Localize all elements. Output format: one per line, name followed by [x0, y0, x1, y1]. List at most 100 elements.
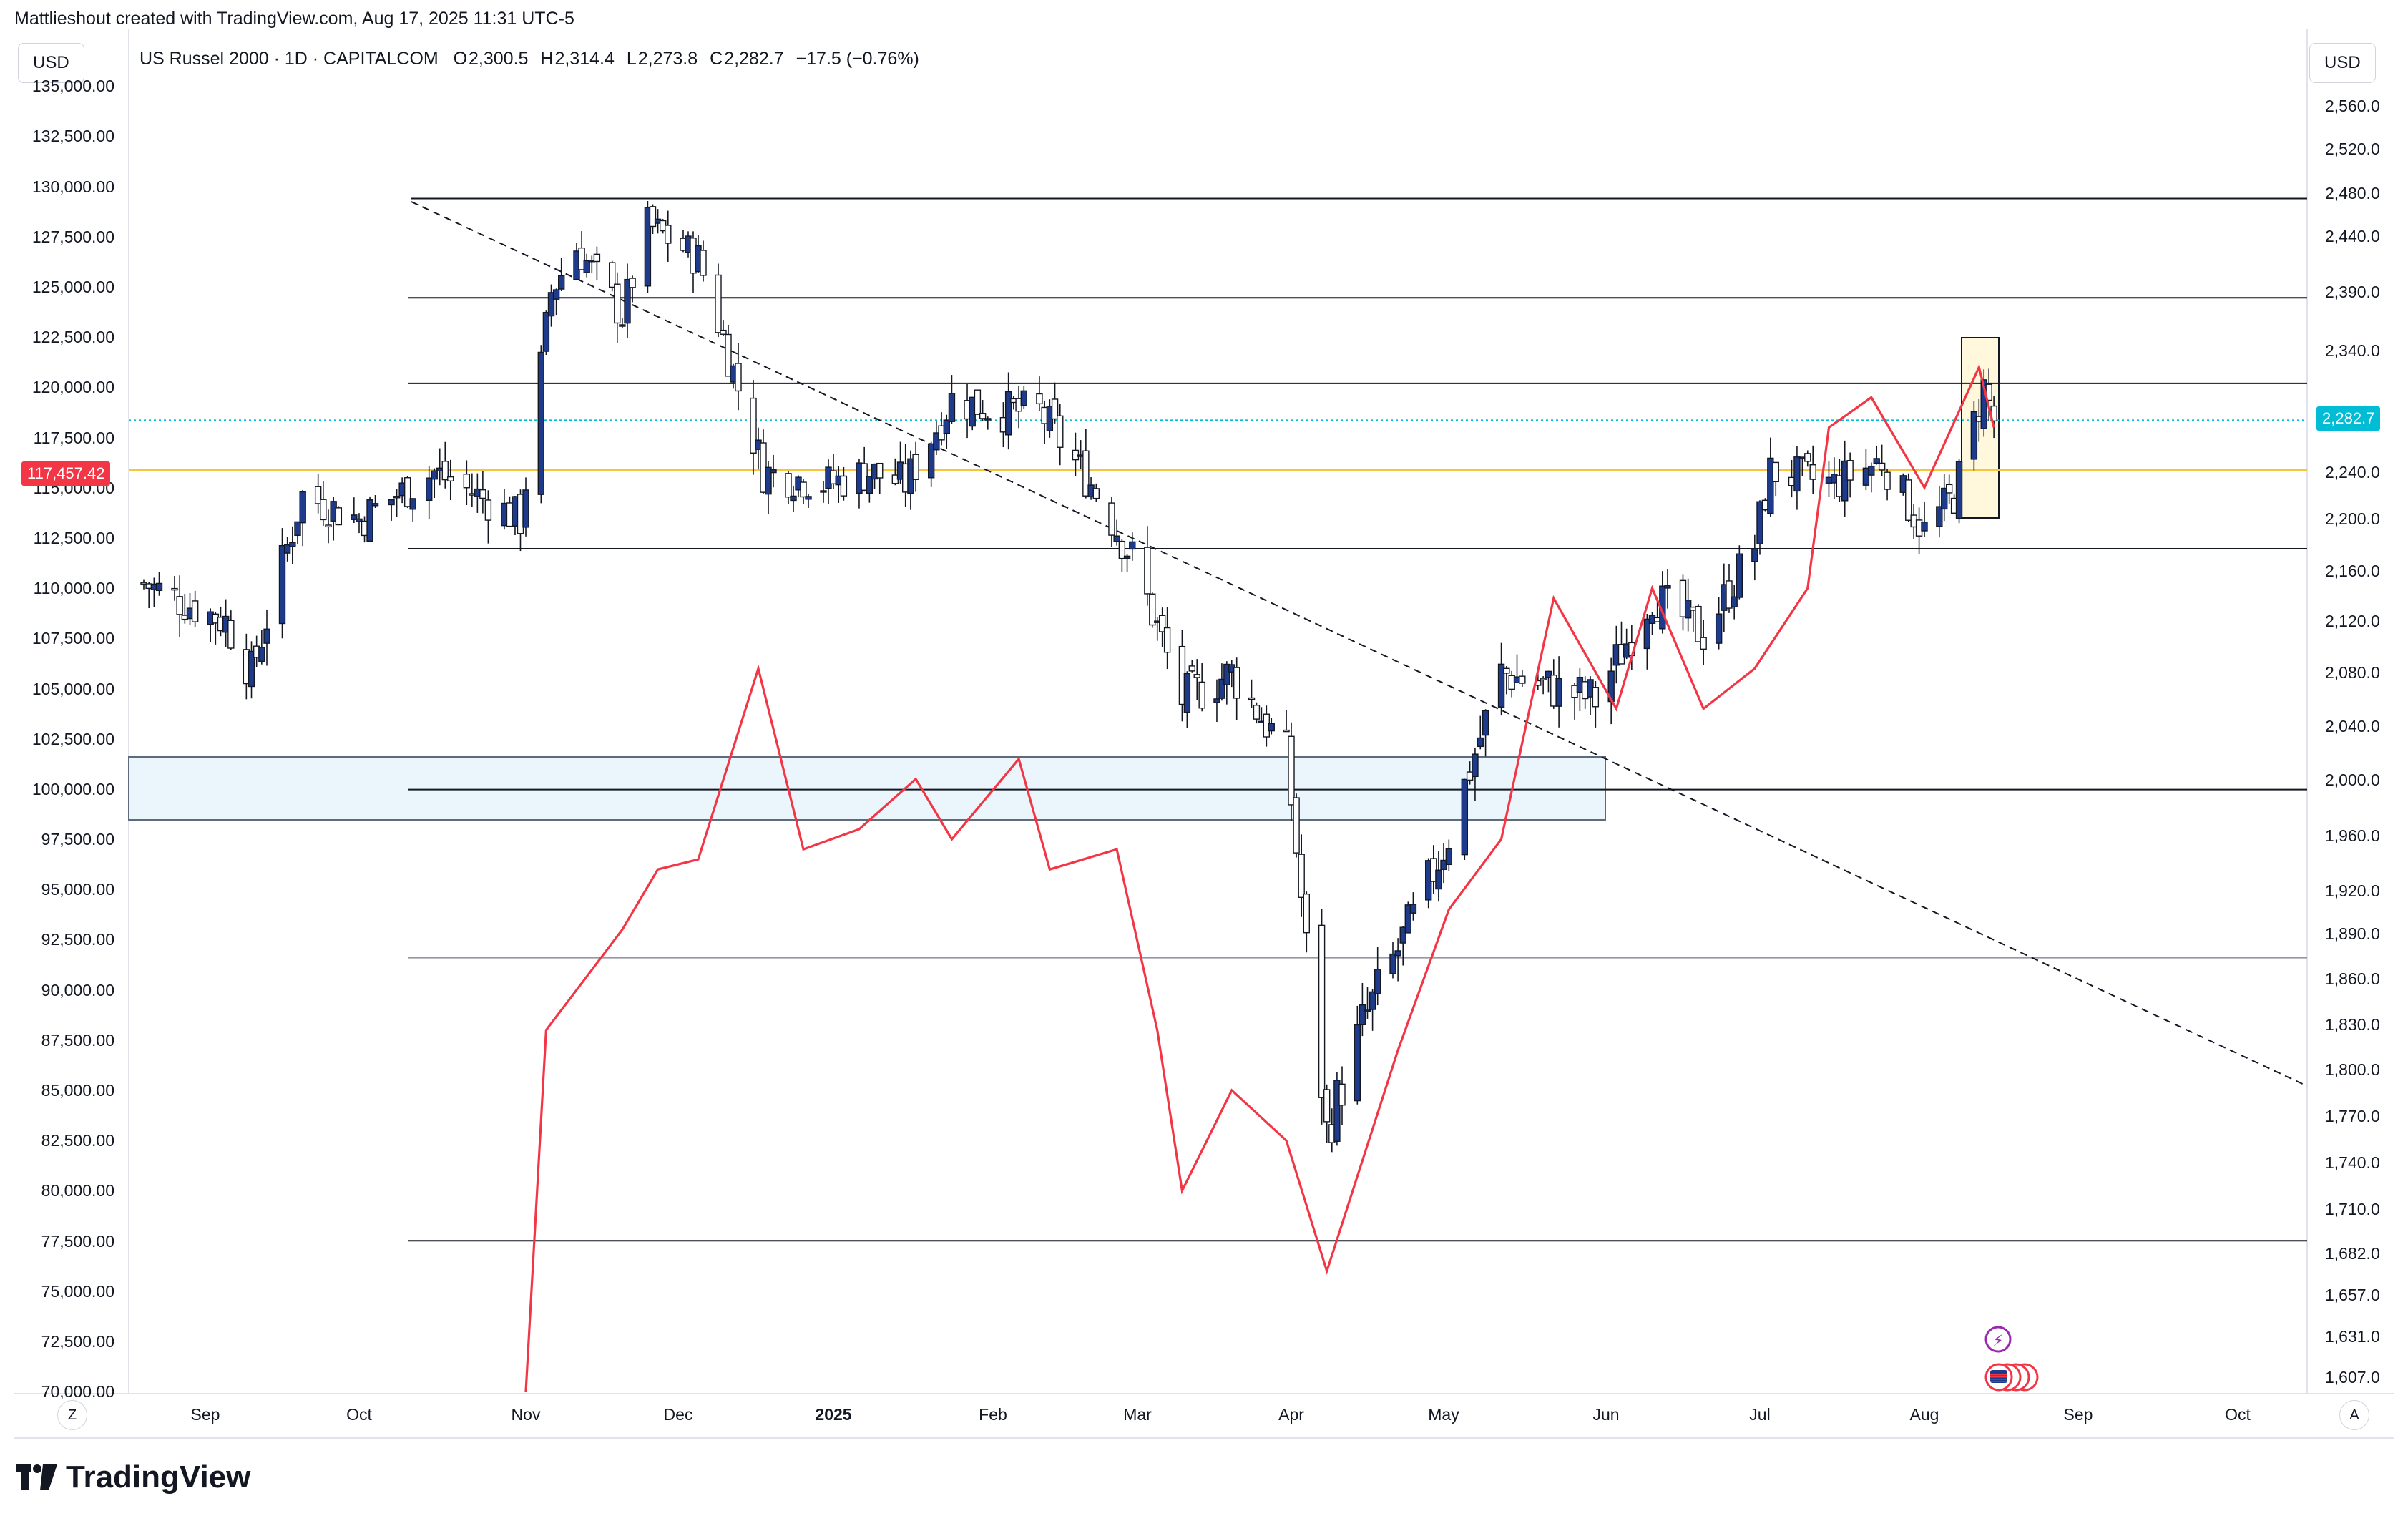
right-axis-tick: 1,960.0 — [2325, 826, 2380, 845]
candle-body — [1233, 667, 1240, 699]
candle-body — [1092, 488, 1100, 499]
candle-body — [619, 324, 626, 327]
candle-body — [393, 496, 401, 499]
zoom-reset-button[interactable]: Z — [57, 1400, 87, 1430]
candle-body — [1445, 848, 1453, 866]
low-value: 2,273.8 — [637, 49, 698, 69]
candle-body — [1941, 487, 1948, 510]
right-axis-tick: 2,240.0 — [2325, 463, 2380, 481]
left-price-tag: 117,457.42 — [21, 461, 111, 486]
auto-scale-button[interactable]: A — [2339, 1400, 2369, 1430]
candle-body — [388, 499, 395, 506]
right-axis-tick: 1,920.0 — [2325, 881, 2380, 900]
candle-body — [325, 524, 332, 528]
candle-body — [1555, 678, 1562, 707]
left-axis-tick: 77,500.00 — [41, 1231, 114, 1251]
right-axis-tick: 1,800.0 — [2325, 1060, 2380, 1079]
candle-body — [725, 333, 732, 377]
candle-body — [840, 475, 848, 497]
candle-body — [1905, 479, 1912, 521]
candle-body — [1188, 665, 1195, 672]
candle-body — [314, 486, 322, 504]
time-axis-tick: Mar — [1123, 1405, 1152, 1424]
candle-body — [469, 493, 476, 496]
candle-body — [409, 498, 416, 510]
lightning-event-icon — [1984, 1326, 2012, 1353]
change-value: −17.5 (−0.76%) — [796, 49, 919, 69]
time-axis-tick: May — [1428, 1405, 1459, 1424]
lightning-glyph: ⚡ — [1992, 1332, 2003, 1350]
candle-body — [1303, 893, 1311, 934]
left-currency-button[interactable]: USD — [18, 43, 84, 83]
candle-body — [927, 443, 935, 479]
right-price-tag: 2,282.7 — [2316, 406, 2381, 431]
candle-body — [558, 275, 565, 290]
candle-body — [1846, 460, 1854, 481]
candle-body — [506, 502, 514, 527]
left-axis-tick: 127,500.00 — [31, 227, 114, 246]
candle-body — [294, 521, 301, 537]
candle-body — [1288, 735, 1295, 806]
candle-body — [484, 499, 492, 521]
candle-body — [1399, 926, 1406, 944]
candle-body — [665, 225, 672, 244]
candle-body — [537, 351, 544, 495]
candle-body — [1772, 461, 1779, 483]
candle-body — [1129, 541, 1136, 550]
candle-body — [1540, 678, 1547, 680]
left-axis-tick: 117,500.00 — [33, 428, 114, 447]
candle-body — [1809, 464, 1816, 480]
candle-body — [1359, 1004, 1366, 1026]
candle-body — [1497, 663, 1505, 708]
candle-body — [720, 329, 727, 335]
candle-body — [426, 477, 433, 502]
candle-body — [1333, 1080, 1341, 1142]
candle-body — [1482, 710, 1489, 736]
candle-body — [1354, 1024, 1361, 1102]
left-axis-tick: 72,500.00 — [41, 1332, 114, 1351]
candle-body — [1793, 456, 1801, 492]
downtrend-line — [411, 201, 2308, 1087]
right-axis-tick: 2,080.0 — [2325, 663, 2380, 682]
candle-body — [1756, 501, 1763, 544]
candle-body — [790, 495, 797, 502]
open-label: O — [453, 49, 468, 69]
candle-body — [583, 260, 590, 273]
candle-body — [1338, 1083, 1346, 1106]
support-zone — [128, 756, 1606, 821]
candle-body — [1884, 471, 1891, 490]
candle-body — [1695, 605, 1702, 642]
candle-body — [431, 470, 438, 480]
time-axis-tick: Sep — [190, 1405, 220, 1424]
candle-body — [278, 544, 286, 625]
candle-body — [1020, 390, 1027, 406]
right-axis-tick: 2,120.0 — [2325, 612, 2380, 630]
left-axis-tick: 107,500.00 — [31, 629, 114, 648]
candle-body — [1193, 674, 1200, 678]
candle-body — [1970, 411, 1978, 460]
candle-body — [522, 489, 529, 528]
right-axis-tick: 2,340.0 — [2325, 341, 2380, 360]
candle-body — [1936, 506, 1943, 527]
candle-body — [644, 207, 652, 287]
time-axis-tick: Dec — [663, 1405, 693, 1424]
candle-body — [263, 628, 270, 644]
left-axis-tick: 132,500.00 — [31, 127, 114, 146]
us-flag-stripe — [1990, 1381, 2007, 1382]
candle-body — [912, 454, 919, 480]
left-axis-tick: 90,000.00 — [41, 980, 114, 999]
candle-body — [1248, 697, 1256, 700]
left-axis-tick: 122,500.00 — [31, 328, 114, 347]
candle-body — [1700, 637, 1707, 650]
candle-body — [1118, 540, 1126, 559]
time-axis-tick: 2025 — [815, 1405, 852, 1424]
candle-body — [512, 496, 519, 527]
candle-body — [1163, 627, 1171, 653]
candle-body — [436, 467, 444, 472]
right-currency-button[interactable]: USD — [2309, 43, 2376, 83]
time-axis-tick: Aug — [1909, 1405, 1939, 1424]
candle-body — [866, 476, 873, 494]
left-axis-tick: 95,000.00 — [41, 880, 114, 899]
candle-body — [1736, 553, 1743, 598]
